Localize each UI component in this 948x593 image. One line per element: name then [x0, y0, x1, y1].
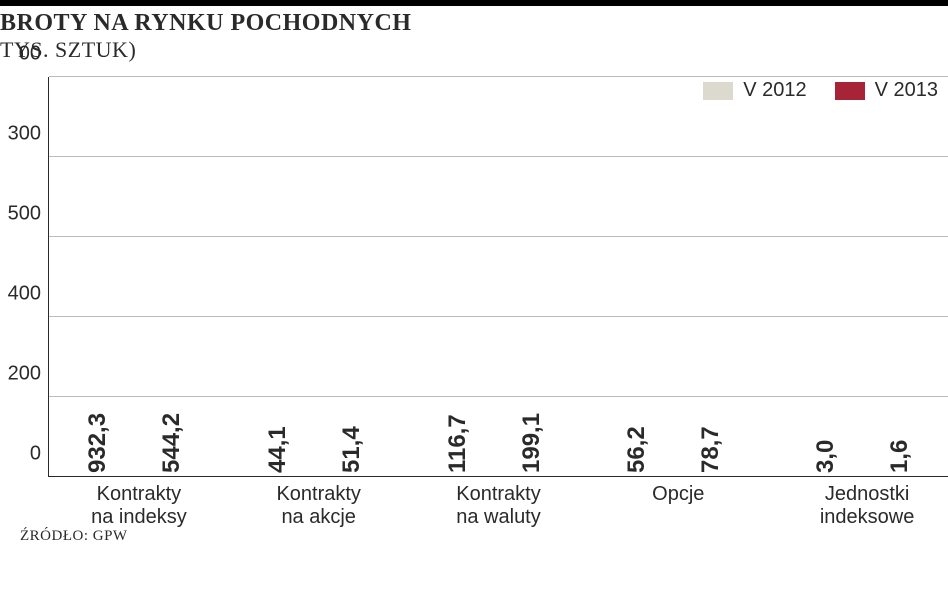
gridline: [49, 236, 948, 237]
gridline: [49, 76, 948, 77]
bar-value-label: 1,6: [886, 440, 914, 473]
y-tick-label: 00: [19, 43, 49, 66]
y-tick-label: 300: [8, 123, 49, 146]
bar-value-label: 78,7: [697, 426, 725, 473]
gridline: [49, 156, 948, 157]
chart: V 2012 V 2013 020040050030000932,3544,2K…: [0, 77, 948, 547]
bar-value-label: 544,2: [158, 413, 186, 473]
category-label: Kontraktyna indeksy: [49, 477, 229, 529]
gridline: [49, 316, 948, 317]
category-label: Kontraktyna waluty: [409, 477, 589, 529]
source-label: ŹRÓDŁO: GPW: [20, 528, 128, 545]
category-label: Kontraktyna akcje: [229, 477, 409, 529]
y-tick-label: 200: [8, 363, 49, 386]
y-tick-label: 0: [30, 443, 49, 466]
title-block: BROTY NA RYNKU POCHODNYCH TYS. SZTUK): [0, 6, 948, 71]
category-label: Opcje: [588, 477, 768, 506]
bar-value-label: 932,3: [84, 413, 112, 473]
bar-value-label: 51,4: [338, 426, 366, 473]
bar-value-label: 199,1: [518, 413, 546, 473]
chart-subtitle: TYS. SZTUK): [0, 37, 948, 63]
gridline: [49, 396, 948, 397]
bar-value-label: 44,1: [264, 426, 292, 473]
bar-value-label: 3,0: [812, 440, 840, 473]
bar-value-label: 56,2: [623, 426, 651, 473]
bar-value-label: 116,7: [444, 414, 472, 473]
chart-title: BROTY NA RYNKU POCHODNYCH: [0, 10, 948, 37]
plot-area: 020040050030000932,3544,2Kontraktyna ind…: [48, 77, 948, 477]
y-tick-label: 500: [8, 203, 49, 226]
category-label: Jednostkiindeksowe: [777, 477, 948, 529]
y-tick-label: 400: [8, 283, 49, 306]
